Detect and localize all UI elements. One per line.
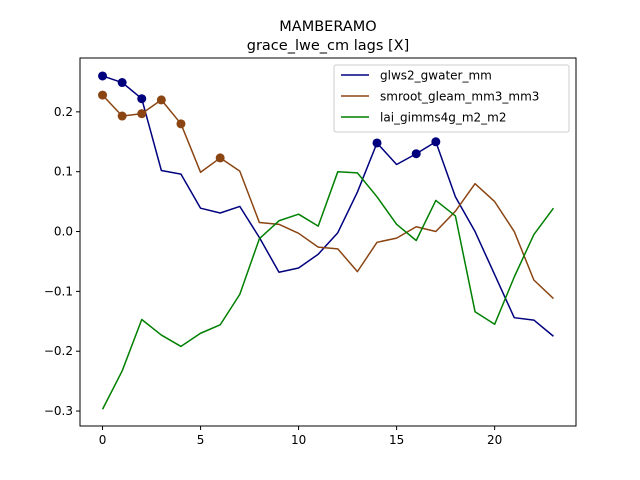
x-tick-label: 10 [291,433,306,447]
y-tick-label: 0.0 [54,225,73,239]
y-tick-label: 0.1 [54,165,73,179]
data-point-smroot_gleam_mm3_mm3-0 [98,90,108,100]
data-point-glws2_gwater_mm-0 [98,71,108,81]
x-axis: 0 5 10 15 20 [99,426,502,447]
x-tick-label: 5 [197,433,205,447]
data-point-glws2_gwater_mm-1 [117,78,127,88]
plot-markers [98,71,441,163]
x-tick-label: 0 [99,433,107,447]
legend-label-lai_gimms4g_m2_m2: lai_gimms4g_m2_m2 [380,111,507,125]
legend-label-smroot_gleam_mm3_mm3: smroot_gleam_mm3_mm3 [380,90,539,104]
data-point-smroot_gleam_mm3_mm3-3 [156,95,166,105]
series-line-glws2_gwater_mm [102,75,554,337]
x-tick-label: 15 [389,433,404,447]
chart-subtitle: grace_lwe_cm lags [X] [247,38,410,54]
y-axis: −0.3 −0.2 −0.1 0.0 0.1 0.2 [44,105,80,418]
data-point-glws2_gwater_mm-14 [372,138,382,148]
data-point-smroot_gleam_mm3_mm3-2 [137,109,147,119]
y-tick-label: −0.2 [44,344,73,358]
x-tick-label: 20 [487,433,502,447]
y-tick-label: 0.2 [54,105,73,119]
data-point-glws2_gwater_mm-17 [431,137,441,147]
legend-label-glws2_gwater_mm: glws2_gwater_mm [380,69,492,83]
legend-box [333,64,570,133]
plot-frame [79,57,577,427]
plot-lines [101,75,555,410]
series-line-lai_gimms4g_m2_m2 [101,170,555,410]
chart-title: MAMBERAMO [279,19,376,35]
data-point-glws2_gwater_mm-16 [411,149,421,159]
y-tick-label: −0.1 [44,284,73,298]
data-point-smroot_gleam_mm3_mm3-4 [176,119,186,129]
data-point-smroot_gleam_mm3_mm3-1 [117,111,127,121]
data-point-glws2_gwater_mm-2 [137,94,147,104]
series-line-smroot_gleam_mm3_mm3 [102,94,554,300]
data-point-smroot_gleam_mm3_mm3-6 [215,153,225,163]
legend: glws2_gwater_mm smroot_gleam_mm3_mm3 lai_g… [333,64,570,133]
y-tick-label: −0.3 [44,404,73,418]
